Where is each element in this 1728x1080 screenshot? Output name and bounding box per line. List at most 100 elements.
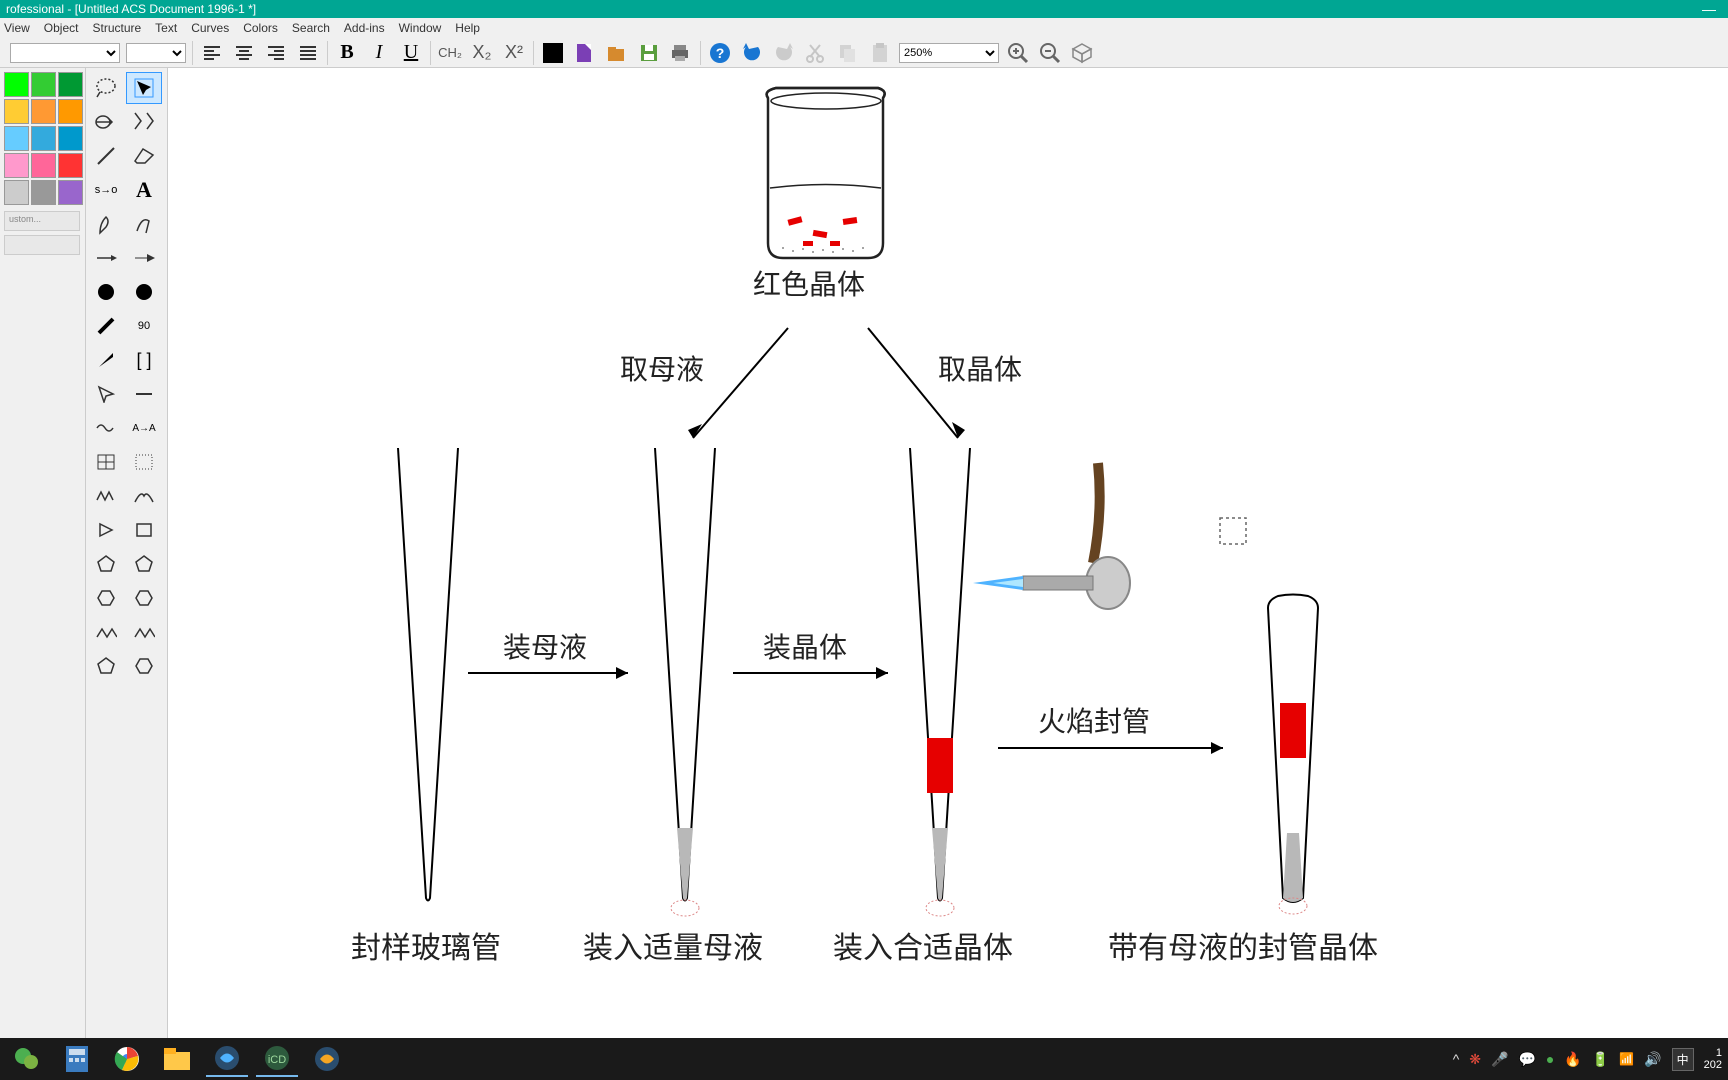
menu-help[interactable]: Help (455, 21, 480, 35)
color-button[interactable] (540, 40, 566, 66)
custom-color-button[interactable]: ustom... (4, 211, 80, 231)
chrome-taskbar-icon[interactable] (106, 1041, 148, 1077)
lasso-tool[interactable] (88, 72, 124, 104)
tray-up-icon[interactable]: ^ (1453, 1051, 1460, 1067)
line-tool[interactable] (88, 140, 124, 172)
clock[interactable]: 1 202 (1704, 1047, 1722, 1071)
arrow-tool[interactable] (88, 106, 124, 138)
wechat-taskbar-icon[interactable] (6, 1041, 48, 1077)
color-swatch[interactable] (4, 153, 29, 178)
circle-outline-tool[interactable] (126, 276, 162, 308)
menu-curves[interactable]: Curves (191, 21, 229, 35)
app1-taskbar-icon[interactable] (206, 1041, 248, 1077)
menu-window[interactable]: Window (399, 21, 442, 35)
superscript-button[interactable]: X² (501, 40, 527, 66)
dash-tool[interactable] (126, 378, 162, 410)
orbital-tool[interactable] (126, 480, 162, 512)
benzene-tool[interactable] (88, 616, 124, 648)
size-select[interactable] (126, 43, 186, 63)
paste-icon[interactable] (867, 40, 893, 66)
eraser-tool[interactable] (126, 140, 162, 172)
angle-tool[interactable]: 90 (126, 310, 162, 342)
wedge-tool[interactable] (88, 344, 124, 376)
zoom-select[interactable]: 250% (899, 43, 999, 63)
arrow-head-tool[interactable] (126, 242, 162, 274)
draw-tool[interactable] (126, 208, 162, 240)
wave-tool[interactable] (88, 412, 124, 444)
rect-tool[interactable] (126, 514, 162, 546)
color-swatch[interactable] (58, 153, 83, 178)
zoom-out-icon[interactable] (1037, 40, 1063, 66)
tray-battery-icon[interactable]: 🔋 (1592, 1051, 1609, 1068)
align-left-button[interactable] (199, 40, 225, 66)
underline-button[interactable]: U (398, 40, 424, 66)
align-justify-button[interactable] (295, 40, 321, 66)
menu-text[interactable]: Text (155, 21, 177, 35)
arrow-line-tool[interactable] (88, 242, 124, 274)
save-icon[interactable] (636, 40, 662, 66)
menu-structure[interactable]: Structure (92, 21, 141, 35)
triangle-tool[interactable] (88, 514, 124, 546)
doc-icon[interactable] (572, 40, 598, 66)
align-center-button[interactable] (231, 40, 257, 66)
open-icon[interactable] (604, 40, 630, 66)
italic-button[interactable]: I (366, 40, 392, 66)
color-swatch[interactable] (4, 180, 29, 205)
calc-taskbar-icon[interactable] (56, 1041, 98, 1077)
tray-wechat-icon[interactable]: ● (1546, 1051, 1554, 1067)
menu-addins[interactable]: Add-ins (344, 21, 385, 35)
font-select[interactable] (10, 43, 120, 63)
explorer-taskbar-icon[interactable] (156, 1041, 198, 1077)
help-icon[interactable]: ? (707, 40, 733, 66)
color-swatch[interactable] (4, 126, 29, 151)
tray-app-icon[interactable]: ❋ (1469, 1051, 1481, 1068)
pen-tool[interactable] (88, 208, 124, 240)
menu-search[interactable]: Search (292, 21, 330, 35)
zigzag-tool[interactable] (88, 480, 124, 512)
color-swatch[interactable] (31, 180, 56, 205)
cyclohexane-tool[interactable] (126, 650, 162, 682)
print-icon[interactable] (668, 40, 694, 66)
zoom-in-icon[interactable] (1005, 40, 1031, 66)
pentagon2-tool[interactable] (126, 548, 162, 580)
color-swatch[interactable] (4, 72, 29, 97)
convert-tool[interactable]: A→A (126, 412, 162, 444)
chemdraw-taskbar-icon[interactable]: iCD (256, 1041, 298, 1077)
ime-indicator[interactable]: 中 (1672, 1048, 1694, 1071)
color-swatch[interactable] (58, 99, 83, 124)
hexagon-tool[interactable] (88, 582, 124, 614)
color-swatch[interactable] (58, 180, 83, 205)
hexagon2-tool[interactable] (126, 582, 162, 614)
menu-view[interactable]: View (4, 21, 30, 35)
tray-volume-icon[interactable]: 🔊 (1644, 1051, 1661, 1068)
align-right-button[interactable] (263, 40, 289, 66)
menu-colors[interactable]: Colors (243, 21, 278, 35)
color-swatch[interactable] (4, 99, 29, 124)
cube-icon[interactable] (1069, 40, 1095, 66)
marquee-tool[interactable] (126, 72, 162, 104)
undo-icon[interactable] (739, 40, 765, 66)
chain-tool[interactable]: s→o (88, 174, 124, 206)
subscript-button[interactable]: X₂ (469, 40, 495, 66)
palette-row[interactable] (4, 235, 80, 255)
minimize-button[interactable]: — (1702, 1, 1716, 17)
cyclopentane-tool[interactable] (88, 650, 124, 682)
menu-object[interactable]: Object (44, 21, 79, 35)
bold-button[interactable]: B (334, 40, 360, 66)
text-tool[interactable]: A (126, 174, 162, 206)
color-swatch[interactable] (31, 153, 56, 178)
bond-tool[interactable] (126, 106, 162, 138)
table-tool[interactable] (88, 446, 124, 478)
color-swatch[interactable] (31, 99, 56, 124)
color-swatch[interactable] (58, 126, 83, 151)
copy-icon[interactable] (835, 40, 861, 66)
color-swatch[interactable] (31, 72, 56, 97)
color-swatch[interactable] (58, 72, 83, 97)
cut-icon[interactable] (803, 40, 829, 66)
pentagon-tool[interactable] (88, 548, 124, 580)
ch2-button[interactable]: CH₂ (437, 40, 463, 66)
grid-dots-tool[interactable] (126, 446, 162, 478)
tray-msg-icon[interactable]: 💬 (1518, 1051, 1535, 1068)
canvas[interactable]: 红色晶体 取母液 取晶体 装母液 装晶体 火焰封管 封样玻璃管 装入适量母液 装… (168, 68, 1728, 1038)
redo-icon[interactable] (771, 40, 797, 66)
